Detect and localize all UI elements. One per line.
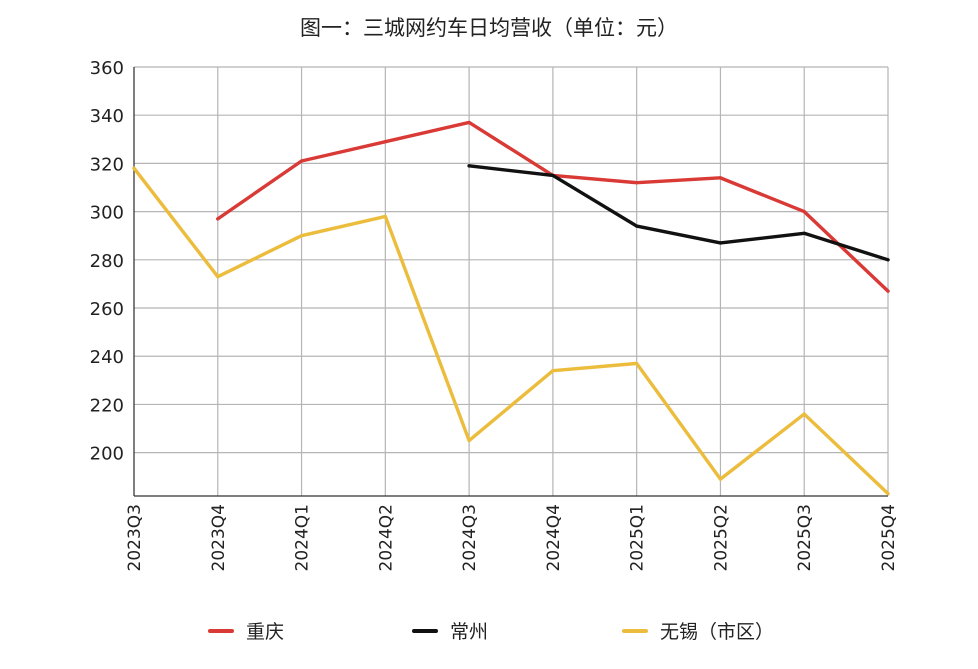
data-point: [467, 164, 471, 168]
data-point: [635, 224, 639, 228]
data-point: [383, 214, 387, 219]
data-point: [132, 166, 136, 170]
data-point: [299, 159, 304, 163]
data-point: [216, 275, 220, 279]
legend-label: 无锡（市区）: [660, 621, 774, 643]
y-tick-label: 220: [90, 395, 124, 416]
x-tick-label: 2024Q4: [544, 504, 564, 571]
data-point: [886, 491, 890, 496]
data-point: [551, 369, 555, 373]
data-point: [299, 234, 304, 238]
legend-label: 常州: [450, 621, 488, 643]
data-point: [886, 258, 890, 262]
x-tick-label: 2023Q3: [125, 504, 145, 571]
y-tick-label: 200: [90, 444, 124, 465]
data-point: [718, 241, 723, 245]
x-tick-label: 2025Q4: [879, 504, 899, 571]
x-tick-label: 2024Q2: [376, 504, 396, 571]
chart-title: 图一：三城网约车日均营收（单位：元）: [300, 16, 678, 40]
data-point: [467, 120, 471, 125]
y-tick-label: 280: [90, 251, 124, 272]
data-point: [467, 438, 471, 443]
series-line-1: [467, 164, 890, 262]
data-point: [635, 361, 639, 366]
x-tick-label: 2023Q4: [209, 504, 229, 571]
data-point: [802, 231, 806, 235]
data-point: [802, 210, 806, 214]
data-point: [216, 217, 220, 221]
x-tick-label: 2025Q2: [711, 504, 731, 571]
series-line-2: [132, 166, 890, 496]
data-point: [718, 176, 723, 180]
y-tick-label: 300: [90, 203, 124, 224]
y-tick-label: 340: [90, 106, 124, 127]
data-point: [383, 140, 387, 144]
data-point: [635, 181, 639, 185]
x-tick-label: 2025Q1: [628, 504, 648, 571]
data-point: [802, 412, 806, 416]
x-tick-label: 2024Q1: [293, 504, 313, 571]
data-point: [886, 289, 890, 293]
y-tick-label: 240: [90, 347, 124, 368]
y-tick-label: 360: [90, 58, 124, 79]
legend-label: 重庆: [246, 621, 284, 643]
x-tick-label: 2024Q3: [460, 504, 480, 571]
data-point: [551, 173, 555, 178]
data-point: [718, 477, 723, 481]
y-tick-label: 260: [90, 299, 124, 320]
x-tick-label: 2025Q3: [795, 504, 815, 571]
y-tick-label: 320: [90, 154, 124, 175]
